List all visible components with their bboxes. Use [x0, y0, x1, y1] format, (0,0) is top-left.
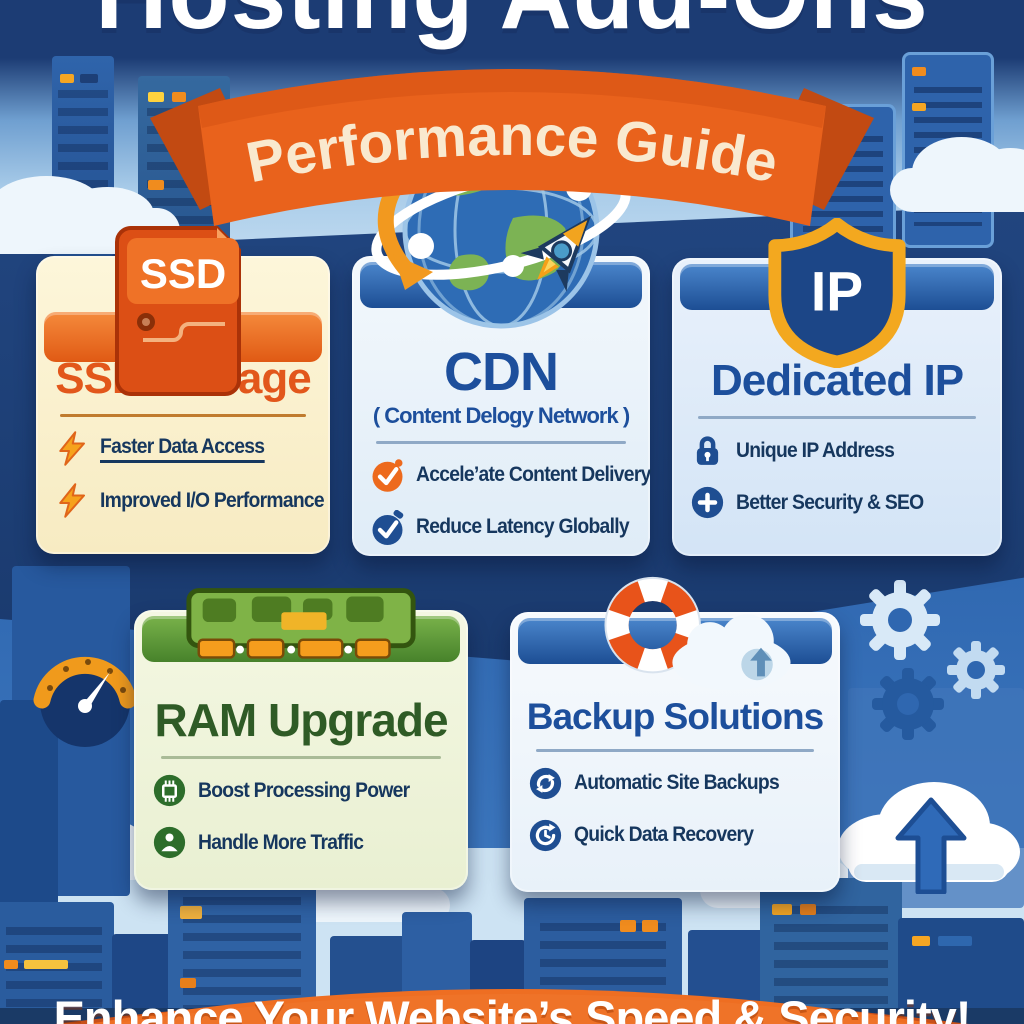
bullet-item: Reduce Latency Globally — [370, 509, 644, 545]
person-circle-icon — [152, 825, 187, 860]
window-light — [180, 906, 202, 919]
rack-light — [912, 67, 926, 76]
window-light — [60, 74, 74, 83]
bullet-text: Reduce Latency Globally — [416, 515, 630, 539]
page-title: Hosting Add-Ons — [0, 0, 1024, 44]
check-circle-blue-icon — [370, 509, 405, 545]
bullet-item: Improved I/O Performance — [54, 483, 325, 518]
cloud-upload-icon — [838, 782, 1020, 894]
bullet-text: Automatic Site Backups — [574, 771, 780, 795]
window-light — [172, 92, 186, 102]
bullet-text: Better Security & SEO — [736, 490, 924, 514]
divider — [59, 414, 307, 418]
window-light — [800, 904, 816, 915]
city-building — [0, 902, 114, 1024]
bullet-text: Accele’ate Content Delivery — [416, 463, 651, 487]
footer-banner — [55, 989, 969, 1024]
divider — [160, 756, 442, 760]
bullet-item: Quick Data Recovery — [528, 818, 834, 853]
card-dedicated-ip: IP Dedicated IP Unique IP Address — [672, 217, 1002, 556]
rack-light — [912, 103, 926, 111]
window-light — [4, 960, 18, 969]
city-building — [760, 878, 902, 1024]
bullet-item: Boost Processing Power — [152, 773, 462, 808]
bullet-item: Handle More Traffic — [152, 825, 462, 860]
bullet-item: Unique IP Address — [690, 433, 996, 468]
card-ssd-storage: SSD SSD Storage Faster Data Access — [36, 226, 330, 554]
bullet-text: Quick Data Recovery — [574, 823, 754, 847]
window-light — [148, 180, 164, 190]
building-silhouette — [0, 700, 58, 940]
chip-circle-icon — [152, 773, 187, 808]
city-building — [168, 868, 316, 1024]
check-circle-orange-icon — [370, 458, 405, 493]
card-subtitle: ( Content Delogy Network ) — [372, 402, 630, 428]
bullet-text: Boost Processing Power — [198, 778, 410, 802]
window-light — [938, 936, 972, 946]
divider — [536, 748, 814, 752]
window-light — [24, 960, 68, 969]
plus-circle-icon — [690, 485, 725, 520]
speedometer-gauge-icon — [33, 656, 137, 747]
gears-icon — [860, 580, 1005, 740]
performance-guide-ribbon: Performance Guide — [150, 69, 874, 226]
window-light — [620, 920, 636, 932]
card-cdn: CDN ( Content Delogy Network ) Accele’at… — [352, 131, 651, 556]
window-light — [180, 978, 196, 988]
lifebuoy-cloud-icon — [583, 570, 811, 701]
sync-circle-icon — [528, 766, 563, 801]
bullet-text: Faster Data Access — [100, 435, 265, 463]
divider — [375, 440, 627, 444]
divider — [698, 416, 976, 420]
city-building — [898, 918, 1024, 1024]
ram-module-icon — [183, 582, 419, 673]
card-title: CDN — [444, 342, 559, 402]
window-light — [80, 74, 98, 83]
window-light — [772, 904, 792, 915]
window-light — [912, 936, 930, 946]
building-windows — [774, 895, 888, 1010]
cloud — [890, 137, 1024, 212]
bullet-text: Improved I/O Performance — [100, 488, 325, 512]
bullet-item: Better Security & SEO — [690, 485, 996, 520]
bullet-item: Faster Data Access — [54, 431, 324, 466]
footer-banner-text: Enhance Your Website’s Speed & Security! — [53, 991, 972, 1024]
building-windows — [182, 886, 302, 1009]
bullet-item: Accele’ate Content Delivery — [370, 458, 651, 493]
shield-icon-label: IP — [811, 261, 863, 323]
window-light — [642, 920, 658, 932]
card-title: RAM Upgrade — [154, 694, 448, 746]
card-title: Backup Solutions — [526, 696, 824, 737]
recovery-circle-icon — [528, 818, 563, 853]
card-backup-solutions: Backup Solutions Automatic Site Backups — [510, 576, 840, 892]
lock-icon — [690, 433, 725, 468]
bullet-text: Handle More Traffic — [198, 830, 364, 854]
ssd-icon-label: SSD — [140, 250, 226, 297]
lightning-icon — [54, 431, 89, 466]
bullet-text: Unique IP Address — [736, 438, 895, 462]
ssd-drive-icon: SSD — [113, 222, 253, 407]
bullet-item: Automatic Site Backups — [528, 766, 834, 801]
card-ram-upgrade: RAM Upgrade Boost Processing Power — [134, 588, 468, 890]
window-light — [148, 92, 164, 102]
ip-shield-icon: IP — [763, 217, 911, 373]
lightning-icon — [54, 483, 89, 518]
